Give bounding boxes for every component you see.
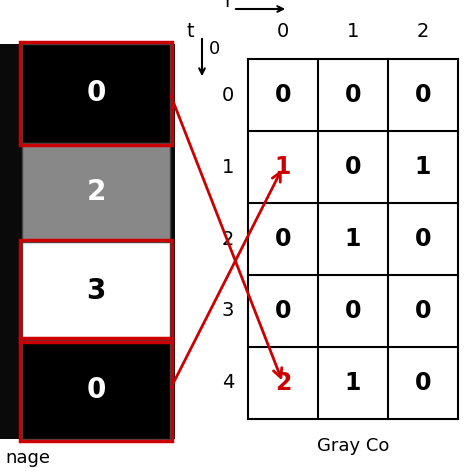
Text: 2: 2: [86, 178, 106, 206]
Text: 4: 4: [222, 374, 234, 392]
Text: 0: 0: [86, 79, 106, 108]
Text: 1: 1: [345, 227, 361, 251]
Text: 0: 0: [210, 40, 220, 58]
Text: 0: 0: [277, 21, 289, 40]
Text: 1: 1: [415, 155, 431, 179]
Text: 0: 0: [345, 155, 361, 179]
Text: 0: 0: [415, 83, 431, 107]
Text: 1: 1: [345, 371, 361, 395]
Bar: [20, 42, 172, 145]
Bar: [20, 338, 172, 441]
Text: 3: 3: [222, 301, 234, 320]
Bar: [20, 239, 172, 342]
Bar: [22, 241, 170, 340]
Text: 0: 0: [86, 375, 106, 404]
Bar: [22, 143, 170, 241]
Text: 1: 1: [347, 21, 359, 40]
Text: 0: 0: [275, 83, 291, 107]
Text: 0: 0: [222, 85, 234, 104]
Text: 1: 1: [222, 157, 234, 176]
Text: 0: 0: [415, 371, 431, 395]
Bar: [0, 44, 175, 439]
Bar: [22, 44, 170, 143]
Text: r: r: [224, 0, 232, 10]
Text: 1: 1: [275, 155, 291, 179]
Text: 0: 0: [345, 299, 361, 323]
Text: 0: 0: [275, 227, 291, 251]
Text: 0: 0: [415, 227, 431, 251]
Text: nage: nage: [5, 449, 50, 467]
Text: 2: 2: [275, 371, 291, 395]
Text: 2: 2: [417, 21, 429, 40]
Text: 3: 3: [86, 277, 106, 305]
Text: 2: 2: [222, 229, 234, 248]
Text: 0: 0: [275, 299, 291, 323]
Text: 0: 0: [345, 83, 361, 107]
Bar: [22, 340, 170, 439]
Text: 0: 0: [415, 299, 431, 323]
Text: Gray Co: Gray Co: [317, 437, 389, 455]
Text: t: t: [186, 21, 194, 40]
